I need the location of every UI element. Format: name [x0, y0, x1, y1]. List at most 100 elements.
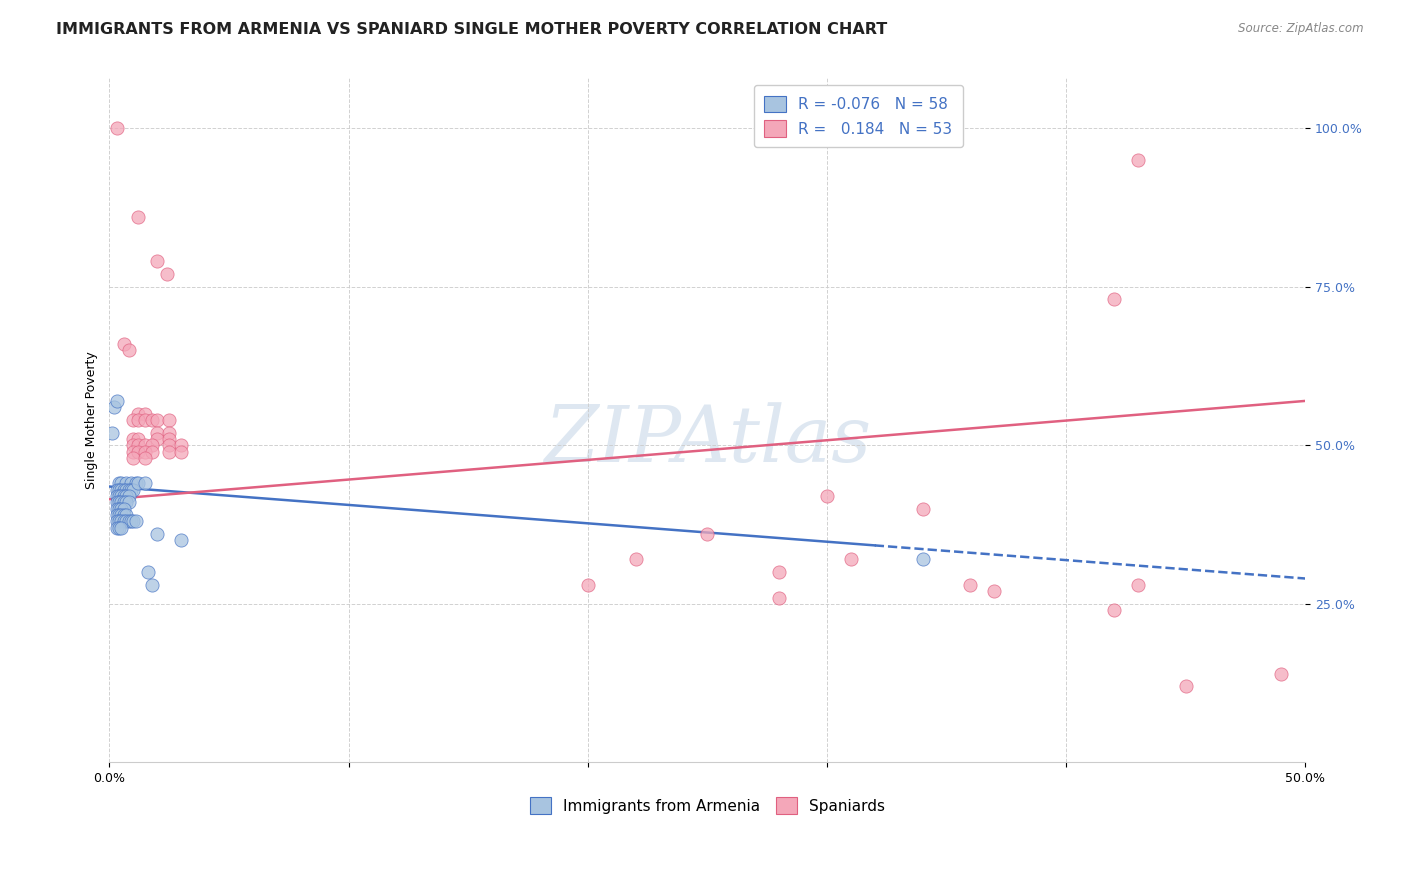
- Point: [134, 407, 156, 421]
- Point: [105, 489, 128, 503]
- Point: [1174, 679, 1197, 693]
- Point: [141, 438, 163, 452]
- Point: [112, 483, 135, 497]
- Point: [839, 552, 862, 566]
- Point: [127, 413, 149, 427]
- Point: [983, 584, 1005, 599]
- Point: [959, 578, 981, 592]
- Point: [108, 521, 131, 535]
- Point: [156, 267, 179, 281]
- Point: [134, 413, 156, 427]
- Point: [112, 336, 135, 351]
- Point: [122, 438, 145, 452]
- Point: [105, 495, 128, 509]
- Point: [576, 578, 599, 592]
- Legend: Immigrants from Armenia, Spaniards: Immigrants from Armenia, Spaniards: [520, 789, 894, 823]
- Point: [1126, 578, 1149, 592]
- Point: [105, 501, 128, 516]
- Point: [108, 508, 131, 522]
- Point: [157, 432, 180, 446]
- Point: [122, 444, 145, 458]
- Point: [127, 432, 149, 446]
- Point: [146, 254, 169, 268]
- Point: [134, 444, 156, 458]
- Point: [815, 489, 838, 503]
- Point: [110, 495, 132, 509]
- Point: [1126, 153, 1149, 167]
- Point: [105, 508, 128, 522]
- Point: [911, 552, 934, 566]
- Point: [911, 501, 934, 516]
- Point: [120, 515, 142, 529]
- Point: [115, 489, 138, 503]
- Point: [125, 515, 148, 529]
- Point: [108, 515, 131, 529]
- Point: [122, 515, 145, 529]
- Point: [170, 444, 193, 458]
- Point: [117, 483, 139, 497]
- Point: [768, 591, 790, 605]
- Point: [127, 407, 149, 421]
- Point: [157, 444, 180, 458]
- Point: [696, 527, 718, 541]
- Point: [101, 425, 124, 440]
- Point: [157, 425, 180, 440]
- Text: ZIPAtlas: ZIPAtlas: [544, 402, 870, 479]
- Text: Source: ZipAtlas.com: Source: ZipAtlas.com: [1239, 22, 1364, 36]
- Point: [170, 533, 193, 548]
- Point: [1102, 293, 1125, 307]
- Point: [117, 495, 139, 509]
- Point: [127, 438, 149, 452]
- Point: [127, 444, 149, 458]
- Point: [127, 210, 149, 224]
- Point: [122, 450, 145, 465]
- Point: [115, 508, 138, 522]
- Point: [112, 508, 135, 522]
- Point: [108, 489, 131, 503]
- Point: [110, 483, 132, 497]
- Point: [141, 444, 163, 458]
- Point: [110, 489, 132, 503]
- Point: [127, 476, 149, 491]
- Point: [110, 515, 132, 529]
- Text: IMMIGRANTS FROM ARMENIA VS SPANIARD SINGLE MOTHER POVERTY CORRELATION CHART: IMMIGRANTS FROM ARMENIA VS SPANIARD SING…: [56, 22, 887, 37]
- Point: [105, 121, 128, 136]
- Point: [108, 476, 131, 491]
- Point: [157, 438, 180, 452]
- Point: [146, 527, 169, 541]
- Point: [112, 501, 135, 516]
- Point: [110, 501, 132, 516]
- Point: [136, 565, 159, 579]
- Point: [134, 450, 156, 465]
- Point: [122, 432, 145, 446]
- Point: [120, 483, 142, 497]
- Point: [108, 483, 131, 497]
- Point: [1102, 603, 1125, 617]
- Point: [117, 343, 139, 358]
- Point: [105, 515, 128, 529]
- Point: [105, 521, 128, 535]
- Point: [120, 476, 142, 491]
- Point: [170, 438, 193, 452]
- Point: [146, 413, 169, 427]
- Point: [125, 476, 148, 491]
- Point: [110, 521, 132, 535]
- Point: [112, 495, 135, 509]
- Point: [105, 393, 128, 408]
- Point: [105, 483, 128, 497]
- Point: [115, 476, 138, 491]
- Y-axis label: Single Mother Poverty: Single Mother Poverty: [86, 351, 98, 489]
- Point: [134, 438, 156, 452]
- Point: [146, 425, 169, 440]
- Point: [110, 476, 132, 491]
- Point: [157, 413, 180, 427]
- Point: [624, 552, 647, 566]
- Point: [117, 515, 139, 529]
- Point: [141, 413, 163, 427]
- Point: [122, 483, 145, 497]
- Point: [108, 495, 131, 509]
- Point: [115, 515, 138, 529]
- Point: [115, 483, 138, 497]
- Point: [1270, 666, 1292, 681]
- Point: [110, 508, 132, 522]
